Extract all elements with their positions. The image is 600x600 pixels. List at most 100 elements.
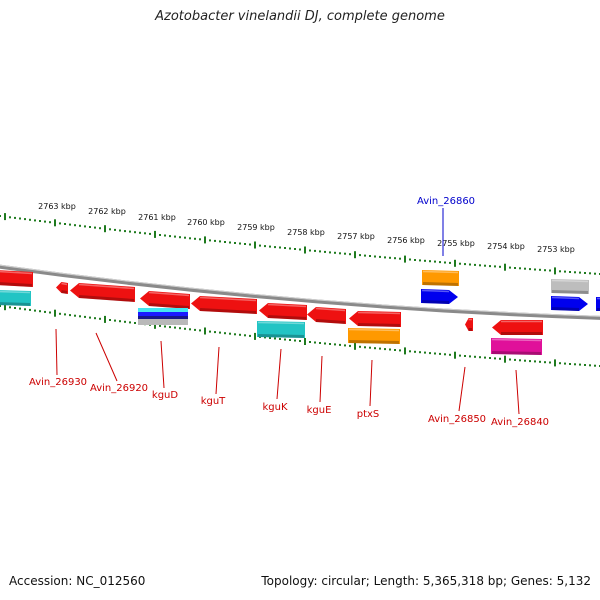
gene-feature-teal-left[interactable]: [0, 290, 31, 306]
gene-feature-kgud[interactable]: [140, 291, 190, 309]
minor-tick: [59, 222, 61, 225]
gene-feature-avin-26930[interactable]: [56, 282, 68, 294]
gene-label-leader-line: [55, 328, 58, 376]
gene-label[interactable]: Avin_26860: [417, 196, 475, 207]
minor-tick: [259, 244, 261, 247]
minor-tick: [459, 354, 461, 357]
minor-tick: [234, 242, 236, 244]
minor-tick: [384, 256, 386, 259]
gene-feature-avin-26920[interactable]: [70, 283, 135, 302]
gene-label[interactable]: Avin_26840: [491, 417, 549, 428]
gene-label[interactable]: kguT: [201, 396, 226, 407]
minor-tick: [159, 324, 161, 327]
gene-feature-avin-26860-orange[interactable]: [422, 270, 459, 286]
minor-tick: [184, 327, 186, 330]
gene-label[interactable]: ptxS: [357, 409, 380, 420]
minor-tick: [539, 268, 541, 271]
minor-tick: [424, 351, 426, 354]
minor-tick: [19, 217, 21, 220]
minor-tick: [9, 306, 11, 309]
minor-tick: [39, 310, 41, 313]
major-tick: [4, 213, 6, 221]
minor-tick: [544, 269, 546, 272]
gene-feature-kgue[interactable]: [307, 307, 346, 324]
minor-tick: [119, 229, 121, 232]
minor-tick: [179, 236, 181, 239]
minor-tick: [329, 251, 331, 254]
minor-tick: [139, 231, 141, 234]
minor-tick: [99, 227, 101, 230]
minor-tick: [89, 316, 91, 319]
minor-tick: [209, 239, 211, 242]
gene-feature-blue-edge[interactable]: [596, 297, 600, 311]
minor-tick: [129, 321, 131, 324]
minor-tick: [64, 223, 66, 225]
gene-feature-blue-right[interactable]: [551, 296, 588, 311]
gene-label[interactable]: Avin_26920: [90, 383, 148, 394]
gene-label[interactable]: kguD: [152, 390, 178, 401]
gene-label[interactable]: kguE: [307, 405, 332, 416]
major-tick: [554, 359, 556, 367]
minor-tick: [34, 309, 36, 312]
minor-tick: [249, 243, 251, 246]
scale-tick-label: 2756 kbp: [387, 236, 425, 245]
minor-tick: [269, 245, 271, 248]
minor-tick: [559, 270, 561, 273]
gene-feature-left-edge[interactable]: [0, 270, 33, 287]
gene-feature-ptxs-orange[interactable]: [348, 328, 400, 344]
minor-tick: [489, 357, 491, 359]
major-tick: [354, 342, 356, 350]
gene-label[interactable]: Avin_26850: [428, 414, 486, 425]
minor-tick: [174, 326, 176, 329]
major-tick: [254, 332, 256, 340]
gene-feature-kgut[interactable]: [191, 296, 257, 314]
gene-feature-kgud-stack[interactable]: [138, 308, 188, 325]
minor-tick: [89, 226, 91, 228]
scale-tick-label: 2754 kbp: [487, 242, 525, 251]
minor-tick: [414, 259, 416, 261]
minor-tick: [574, 271, 576, 274]
scale-tick-label: 2759 kbp: [237, 223, 275, 232]
scale-tick-label: 2761 kbp: [138, 213, 176, 222]
minor-tick: [434, 352, 436, 355]
minor-tick: [474, 355, 476, 358]
minor-tick: [264, 245, 266, 248]
gene-label-leader-line: [160, 340, 165, 389]
gene-feature-kguk[interactable]: [259, 303, 307, 320]
gene-label[interactable]: kguK: [262, 402, 287, 413]
gene-feature-avin-26840[interactable]: [492, 320, 543, 335]
minor-tick: [534, 360, 536, 363]
minor-tick: [114, 319, 116, 322]
minor-tick: [84, 315, 86, 318]
minor-tick: [14, 307, 16, 309]
minor-tick: [229, 241, 231, 244]
minor-tick: [499, 357, 501, 360]
major-tick: [104, 225, 106, 233]
minor-tick: [249, 334, 251, 337]
accession-text: Accession: NC_012560: [9, 574, 146, 588]
minor-tick: [484, 356, 486, 359]
minor-tick: [319, 342, 321, 344]
minor-tick: [0, 215, 1, 217]
scale-tick-label: 2763 kbp: [38, 202, 76, 211]
minor-tick: [344, 252, 346, 255]
minor-tick: [349, 344, 351, 347]
major-tick: [354, 251, 356, 259]
minor-tick: [269, 337, 271, 339]
minor-tick: [569, 271, 571, 273]
minor-tick: [24, 308, 26, 311]
minor-tick: [219, 331, 221, 334]
gene-feature-avin-26840-magenta[interactable]: [491, 338, 542, 355]
gene-label[interactable]: Avin_26930: [29, 377, 87, 388]
gene-feature-grey-right[interactable]: [551, 279, 589, 294]
gene-feature-ptxs[interactable]: [349, 311, 401, 327]
minor-tick: [514, 267, 516, 269]
gene-feature-kguk-teal[interactable]: [257, 321, 305, 338]
gene-feature-avin-26860-blue[interactable]: [421, 289, 458, 304]
minor-tick: [544, 361, 546, 364]
minor-tick: [459, 262, 461, 265]
minor-tick: [539, 360, 541, 363]
minor-tick: [29, 308, 31, 311]
gene-feature-avin-26850[interactable]: [465, 318, 473, 331]
